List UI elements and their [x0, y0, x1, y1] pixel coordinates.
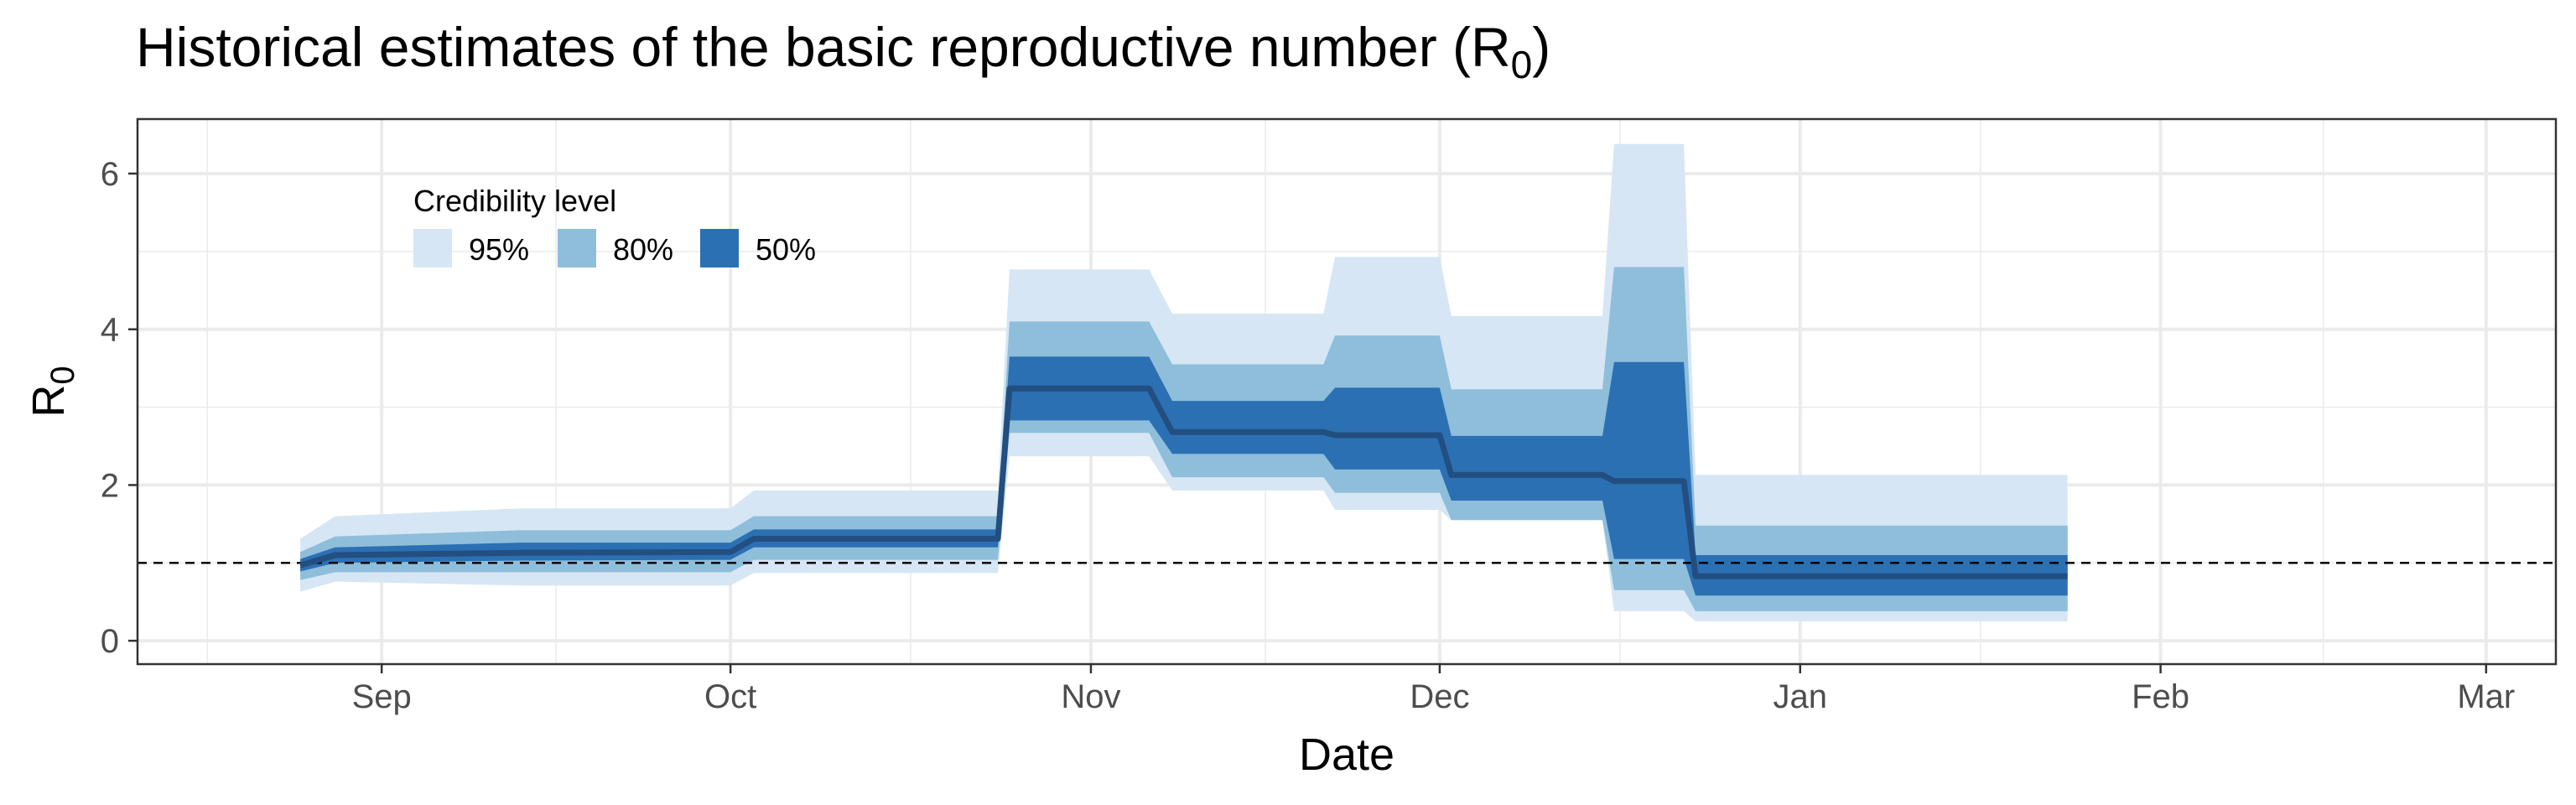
chart-title-text: Historical estimates of the basic reprod…: [136, 16, 1511, 78]
chart-title-subscript: 0: [1510, 43, 1533, 86]
median-line: [299, 385, 2068, 579]
legend-label: 80%: [613, 232, 673, 267]
x-axis: Sep Oct Nov Dec Jan Feb Mar: [352, 664, 2515, 715]
y-axis-title-group: R0: [23, 366, 81, 417]
x-tick-label: Dec: [1410, 678, 1469, 715]
y-axis-title: R: [23, 385, 74, 418]
x-tick-label: Oct: [704, 678, 756, 715]
y-tick-label: 6: [101, 156, 119, 193]
x-tick-label: Jan: [1774, 678, 1828, 715]
legend-key-95-pct: [413, 229, 452, 267]
x-tick-label: Mar: [2457, 678, 2515, 715]
chart-title-suffix: ): [1532, 16, 1551, 78]
y-tick-label: 0: [101, 623, 119, 660]
plot-border: [136, 117, 2558, 666]
y-axis-title-subscript: 0: [44, 366, 81, 384]
x-tick-label: Feb: [2132, 678, 2189, 715]
credibility-bands: [300, 143, 2068, 621]
legend-title: Credibility level: [413, 184, 616, 218]
y-axis-title-text: R0: [23, 366, 81, 417]
y-tick-label: 4: [101, 312, 119, 349]
legend-key-80-pct: [558, 229, 596, 267]
x-tick-label: Nov: [1061, 678, 1120, 715]
y-tick-label: 2: [101, 467, 119, 504]
band-50-pct: [300, 356, 2068, 596]
legend-label: 50%: [756, 232, 816, 267]
legend-label: 95%: [469, 232, 529, 267]
legend: Credibility level 95% 80% 50%: [413, 184, 816, 267]
y-axis: 0 2 4 6: [101, 156, 138, 660]
x-axis-title: Date: [1299, 730, 1394, 780]
x-tick-label: Sep: [352, 678, 412, 715]
legend-key-50-pct: [700, 229, 739, 267]
chart-title: Historical estimates of the basic reprod…: [136, 15, 1550, 87]
